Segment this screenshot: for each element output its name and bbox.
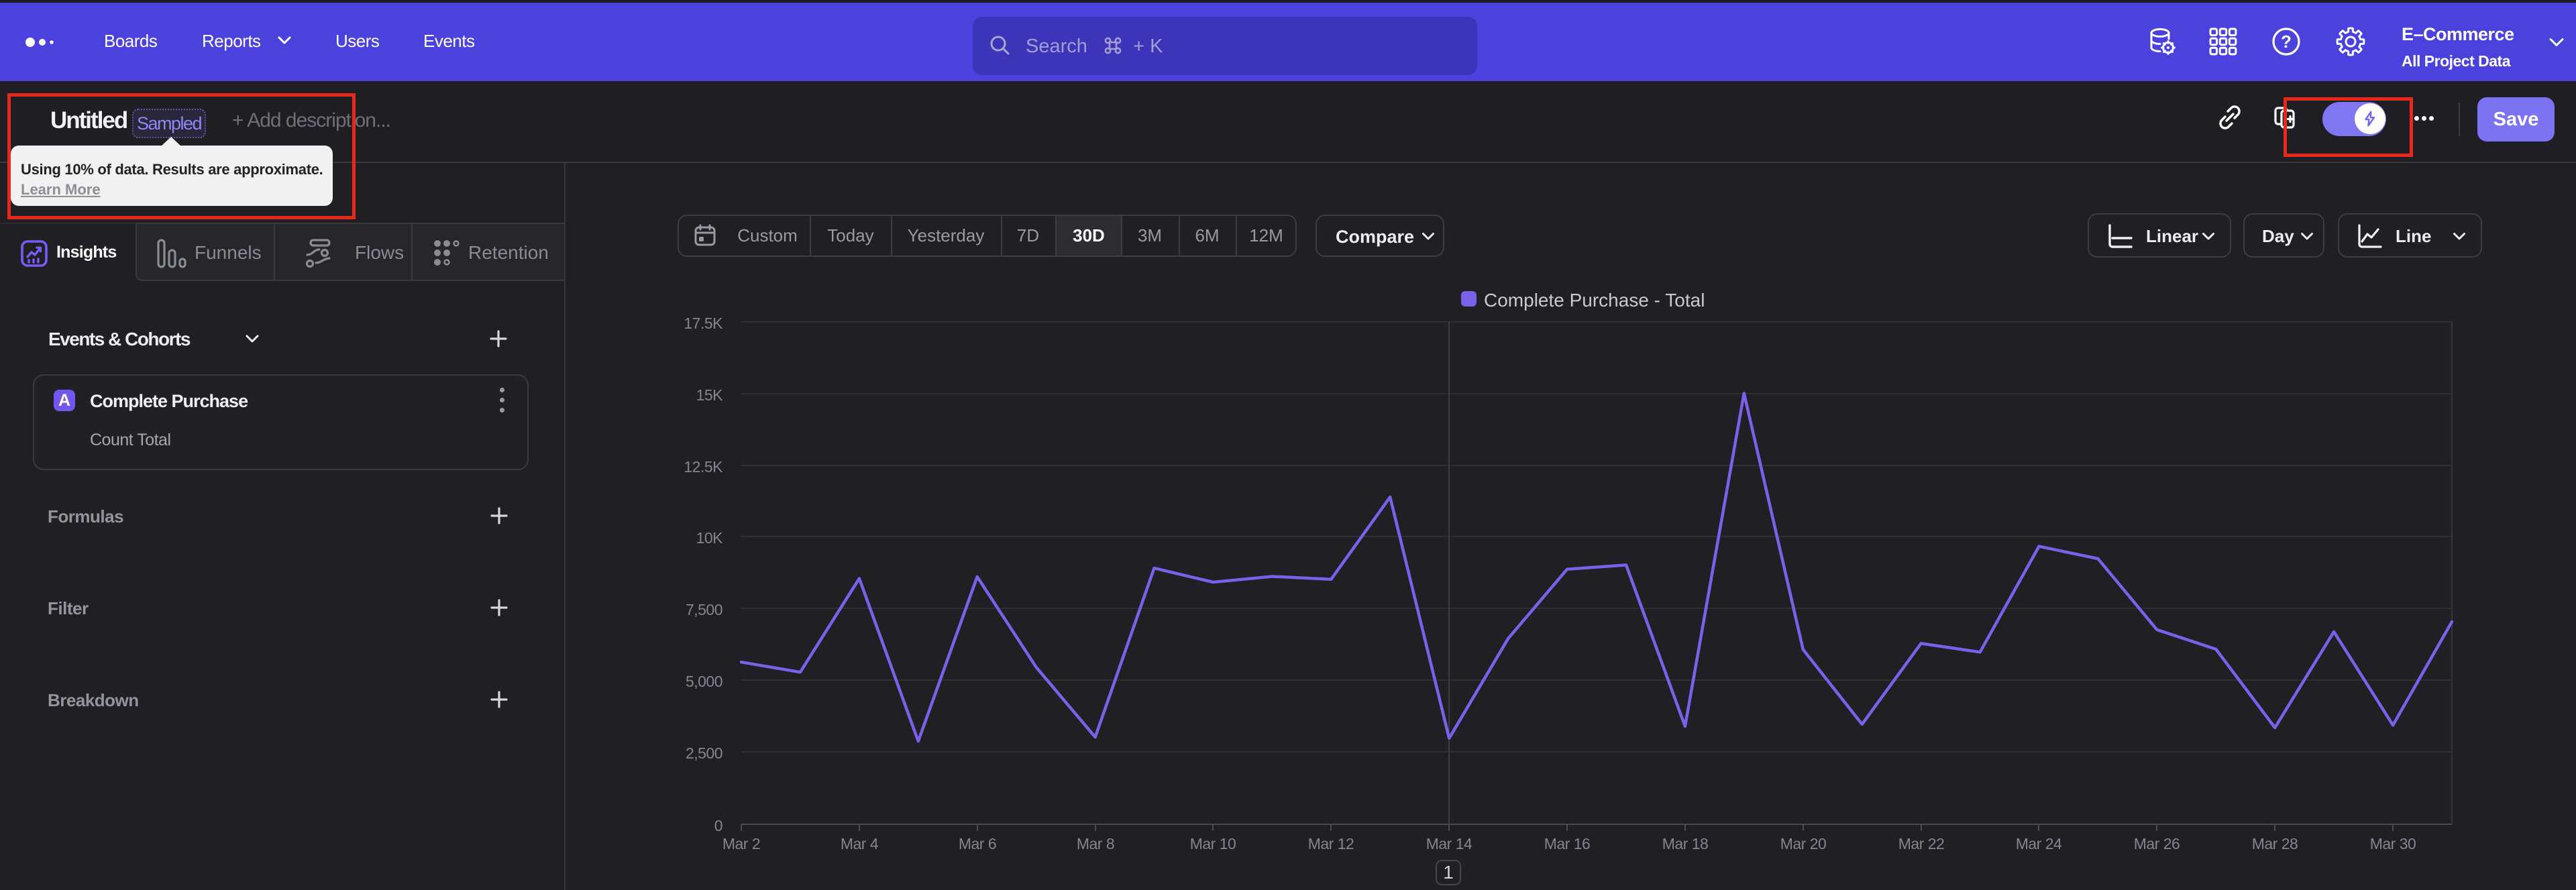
svg-text:Mar 20: Mar 20 — [1780, 835, 1827, 852]
svg-text:Mar 4: Mar 4 — [841, 835, 879, 852]
svg-text:10K: 10K — [696, 529, 724, 547]
svg-text:Mar 10: Mar 10 — [1190, 835, 1236, 852]
svg-text:0: 0 — [714, 817, 722, 834]
svg-text:Mar 6: Mar 6 — [959, 835, 996, 852]
svg-text:Mar 14: Mar 14 — [1426, 835, 1472, 852]
svg-text:17.5K: 17.5K — [684, 315, 723, 332]
svg-text:Mar 26: Mar 26 — [2134, 835, 2180, 852]
svg-text:7,500: 7,500 — [686, 601, 722, 618]
svg-text:5,000: 5,000 — [686, 673, 722, 690]
svg-text:Mar 18: Mar 18 — [1662, 835, 1709, 852]
svg-text:Mar 16: Mar 16 — [1544, 835, 1591, 852]
svg-text:?: ? — [2281, 32, 2292, 52]
svg-text:Mar 28: Mar 28 — [2252, 835, 2298, 852]
svg-text:Mar 30: Mar 30 — [2370, 835, 2416, 852]
svg-text:2,500: 2,500 — [686, 744, 722, 762]
svg-text:Mar 12: Mar 12 — [1308, 835, 1354, 852]
svg-text:15K: 15K — [696, 386, 724, 404]
svg-text:Mar 22: Mar 22 — [1898, 835, 1945, 852]
svg-text:Mar 24: Mar 24 — [2016, 835, 2062, 852]
svg-text:Mar 8: Mar 8 — [1077, 835, 1114, 852]
svg-text:Mar 2: Mar 2 — [722, 835, 760, 852]
svg-text:12.5K: 12.5K — [684, 458, 723, 476]
